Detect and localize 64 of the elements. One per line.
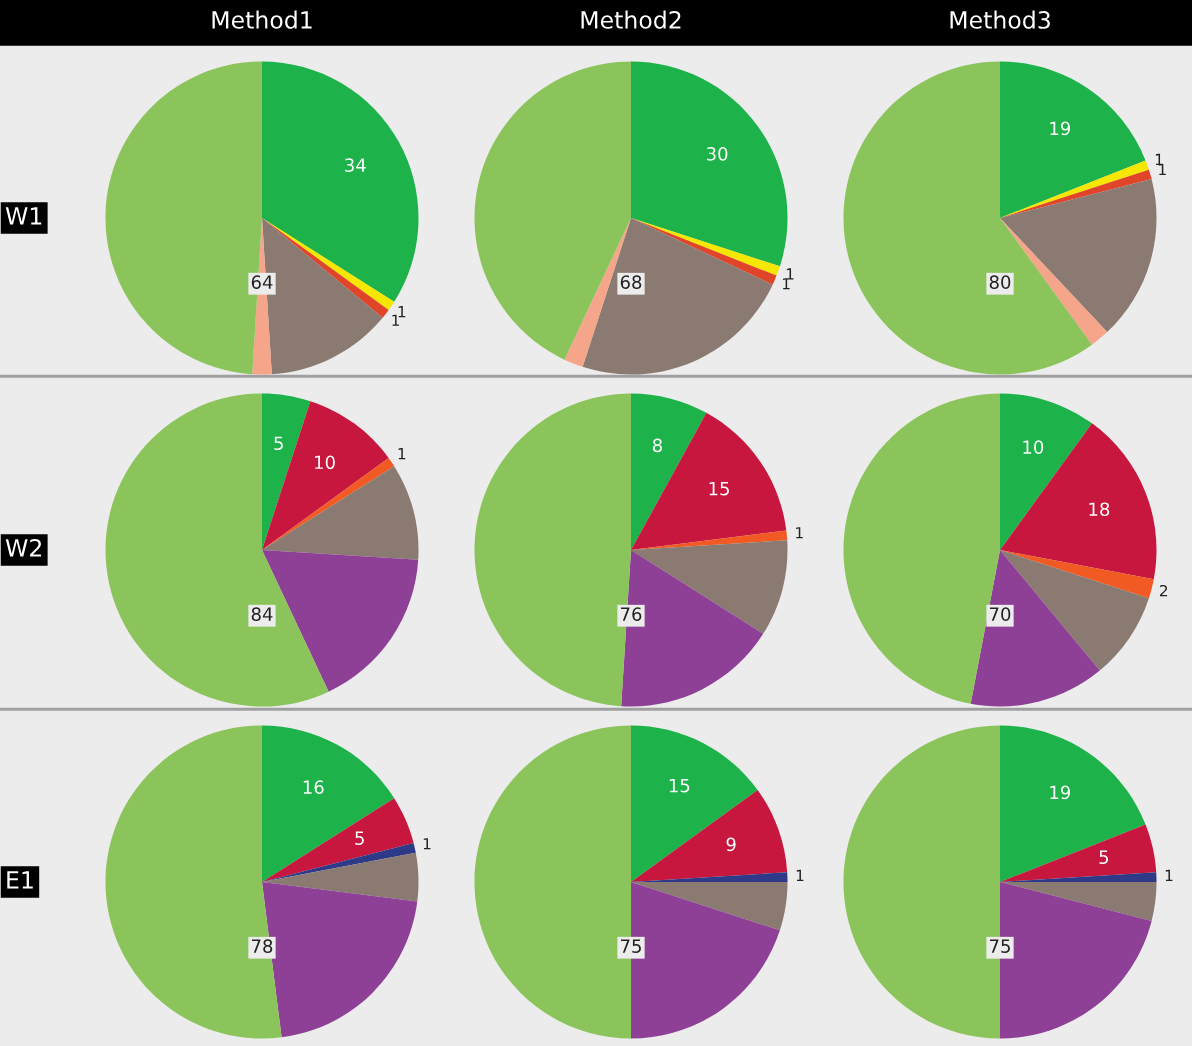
pie-slice [1000,824,1157,882]
data-label: 18 [1089,502,1110,517]
pie-slice [582,218,773,375]
text: 75 [620,939,641,953]
text: W2 [5,538,41,557]
data-label: 19 [1050,121,1071,136]
pie-slice [631,61,788,267]
data-label: 1 [786,268,794,280]
pie-slice [1000,160,1149,218]
pie-slice [1000,423,1157,580]
chart-title: Method3 [950,10,1050,29]
pie-slice [621,550,764,707]
data-label: 34 [345,158,366,172]
pie-slice [631,882,788,931]
data-label: 16 [303,780,324,794]
data-label: 1 [398,448,406,460]
text: 75 [989,939,1010,953]
text: E1 [7,871,33,889]
pie-slice [1000,61,1146,218]
pie-slice [262,843,416,882]
text: 78 [251,939,273,953]
pie-slice [970,550,1100,707]
pie-slice [262,401,389,550]
pie-slice [631,393,707,550]
data-label: 5 [355,831,364,845]
data-label: 1 [796,527,803,539]
pie-slice [631,412,787,550]
text: 64 [251,275,273,289]
data-label: 1 [423,838,431,850]
data-label: 1 [796,869,804,881]
text: 76 [620,607,642,621]
pie-slice [262,852,419,902]
text: 84 [251,607,273,621]
data-label: 15 [709,481,729,496]
text: 70 [989,607,1011,621]
pie-slice [1000,725,1146,882]
chart-title: Method1 [212,10,312,29]
pie-slice [843,61,1092,375]
data-label: 9 [726,837,736,852]
data-label: 10 [1023,440,1044,455]
data-label: 30 [707,147,728,161]
data-label: 19 [1050,785,1071,800]
data-label: 10 [315,455,335,470]
pie-slice [1000,882,1157,921]
text: W1 [5,207,42,225]
pie-slice [262,725,395,882]
pie-slice [1000,550,1154,599]
data-label: 1 [1165,869,1173,881]
data-label: 1 [1155,153,1163,165]
data-label: 1 [398,306,406,318]
pie-slice [105,725,282,1039]
data-label: 1 [782,278,790,290]
text: 68 [620,275,642,289]
chart-title: Method2 [581,10,681,29]
data-label: 1 [392,314,400,326]
data-label: 8 [652,438,662,453]
data-label: 15 [669,778,690,793]
pie-slice [631,725,758,882]
data-label: 5 [1099,850,1109,865]
pie-slice [262,798,414,882]
data-label: 2 [1159,584,1168,597]
text: 80 [989,275,1011,289]
pie-slice [262,393,311,550]
data-label: 5 [274,436,283,451]
